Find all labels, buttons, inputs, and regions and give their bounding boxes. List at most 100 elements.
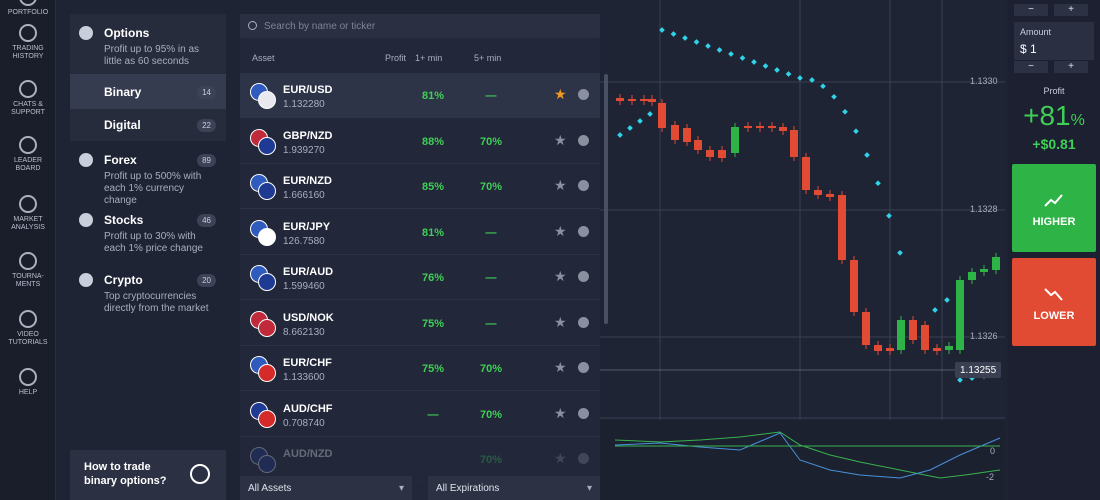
filter-dropdown[interactable]: All Assets ▾ xyxy=(240,476,412,500)
flag xyxy=(258,227,276,246)
sidebar-icon xyxy=(19,0,37,6)
sidebar-item[interactable]: MARKET ANALYSIS xyxy=(0,195,56,232)
indicator-dot xyxy=(739,55,746,61)
sidebar-item[interactable]: TRADING HISTORY xyxy=(0,24,56,61)
indicator-dot xyxy=(853,128,859,135)
category[interactable]: Crypto 20 Top cryptocurrencies directly fr… xyxy=(70,273,226,315)
sidebar-icon xyxy=(19,24,37,42)
stepper-plus[interactable]: + xyxy=(1054,4,1088,16)
favorite-star[interactable]: ★ xyxy=(554,86,567,102)
flag xyxy=(258,273,276,291)
indicator-dot xyxy=(659,27,665,33)
category[interactable]: Options Profit up to 95% in as little as … xyxy=(70,26,226,68)
video-card[interactable]: How to trade binary options? xyxy=(70,450,226,500)
sidebar-label: TOURNA- xyxy=(12,273,44,280)
indicator-dot xyxy=(627,125,633,131)
sidebar-item[interactable]: PORTFOLIO xyxy=(0,0,56,17)
asset-row[interactable]: AUD/NZD 70% ★ xyxy=(240,437,600,482)
column-header: Profit xyxy=(385,53,407,63)
profit-5min: — xyxy=(485,90,497,102)
candle-body xyxy=(628,99,636,101)
asset-row[interactable]: EUR/CHF 1.133600 75% 70% ★ xyxy=(240,346,600,391)
higher-button[interactable]: HIGHER xyxy=(1012,164,1096,252)
stepper-minus[interactable]: − xyxy=(1014,61,1048,73)
indicator-dot xyxy=(682,35,688,41)
info-icon[interactable] xyxy=(578,89,589,100)
search-box[interactable]: Search by name or ticker xyxy=(240,14,600,38)
sidebar-icon xyxy=(19,195,37,213)
stepper-minus[interactable]: − xyxy=(1014,4,1048,16)
asset-row[interactable]: EUR/JPY 126.7580 81% — ★ xyxy=(240,210,600,255)
favorite-star[interactable]: ★ xyxy=(554,404,567,421)
asset-row[interactable]: AUD/CHF 0.708740 — 70% ★ xyxy=(240,392,600,437)
indicator-dot xyxy=(774,67,780,73)
indicator-dot xyxy=(670,31,677,37)
sidebar-item[interactable]: HELP xyxy=(0,368,56,397)
sidebar-item[interactable]: LEADER BOARD xyxy=(0,136,56,173)
lower-button[interactable]: LOWER xyxy=(1012,258,1096,346)
profit-percent: +81% xyxy=(1008,100,1100,132)
candle-body xyxy=(671,125,679,140)
category-icon xyxy=(79,213,93,227)
candle-body xyxy=(968,272,976,280)
info-icon[interactable] xyxy=(578,271,589,282)
indicator-dot xyxy=(842,108,848,115)
search-icon xyxy=(248,21,257,30)
indicator-dot xyxy=(751,59,757,65)
sidebar-icon xyxy=(19,252,37,270)
category[interactable]: Digital 22 xyxy=(70,118,226,132)
favorite-star[interactable]: ★ xyxy=(554,313,567,330)
amount-box[interactable]: Amount $ 1 xyxy=(1014,22,1094,60)
favorite-star[interactable]: ★ xyxy=(554,222,567,239)
asset-name: EUR/USD xyxy=(283,84,333,96)
asset-name: EUR/CHF xyxy=(283,357,332,369)
flag xyxy=(258,455,276,473)
category[interactable]: Forex 89 Profit up to 500% with each 1% cu… xyxy=(70,153,226,207)
info-icon[interactable] xyxy=(578,316,589,328)
sidebar-label: TUTORIALS xyxy=(8,339,48,346)
category[interactable]: Stocks 46 Profit up to 30% with each 1% pr… xyxy=(70,213,226,255)
candle-body xyxy=(992,257,1000,270)
favorite-star[interactable]: ★ xyxy=(554,131,567,148)
scrollbar[interactable] xyxy=(604,74,608,324)
filter-dropdown[interactable]: All Expirations ▾ xyxy=(428,476,600,500)
candle-body xyxy=(897,320,905,350)
info-icon[interactable] xyxy=(578,407,589,419)
asset-name: AUD/CHF xyxy=(283,402,333,415)
favorite-star[interactable]: ★ xyxy=(554,450,567,466)
asset-row[interactable]: EUR/USD 1.132280 81% — ★ xyxy=(240,73,600,118)
stepper-plus[interactable]: + xyxy=(1054,61,1088,73)
asset-row[interactable]: EUR/AUD 1.599460 76% — ★ xyxy=(240,255,600,300)
flag xyxy=(258,91,276,109)
indicator-dot xyxy=(957,377,963,383)
asset-row[interactable]: EUR/NZD 1.666160 85% 70% ★ xyxy=(240,164,600,209)
asset-name: AUD/NZD xyxy=(283,448,333,460)
sidebar-item[interactable]: TOURNA- MENTS xyxy=(0,252,56,289)
candle-body xyxy=(838,195,846,260)
sidebar-label: TRADING xyxy=(12,45,44,52)
profit-5min: 70% xyxy=(479,454,503,466)
sidebar-item[interactable]: CHATS & SUPPORT xyxy=(0,80,56,117)
profit-5min: 70% xyxy=(479,408,503,421)
info-icon[interactable] xyxy=(578,225,589,237)
info-icon[interactable] xyxy=(578,362,589,373)
category-count: 14 xyxy=(197,86,216,99)
info-icon[interactable] xyxy=(578,180,589,191)
favorite-star[interactable]: ★ xyxy=(554,359,567,375)
sidebar-label: ANALYSIS xyxy=(11,224,45,231)
current-price: 1.13255 xyxy=(960,365,997,376)
category[interactable]: Binary 14 xyxy=(70,85,226,99)
favorite-star[interactable]: ★ xyxy=(554,268,567,284)
asset-row[interactable]: GBP/NZD 1.939270 88% 70% ★ xyxy=(240,119,600,164)
category-name: Binary xyxy=(104,85,142,99)
candle-body xyxy=(886,348,894,351)
sidebar-item[interactable]: VIDEO TUTORIALS xyxy=(0,310,56,347)
column-header: 5+ min xyxy=(474,53,502,63)
asset-row[interactable]: USD/NOK 8.662130 75% — ★ xyxy=(240,301,600,346)
info-icon[interactable] xyxy=(578,134,589,146)
info-icon[interactable] xyxy=(578,453,589,464)
favorite-star[interactable]: ★ xyxy=(554,177,567,193)
category-description: Profit up to 500% with each 1% currency … xyxy=(104,171,202,206)
candle-body xyxy=(616,98,624,101)
